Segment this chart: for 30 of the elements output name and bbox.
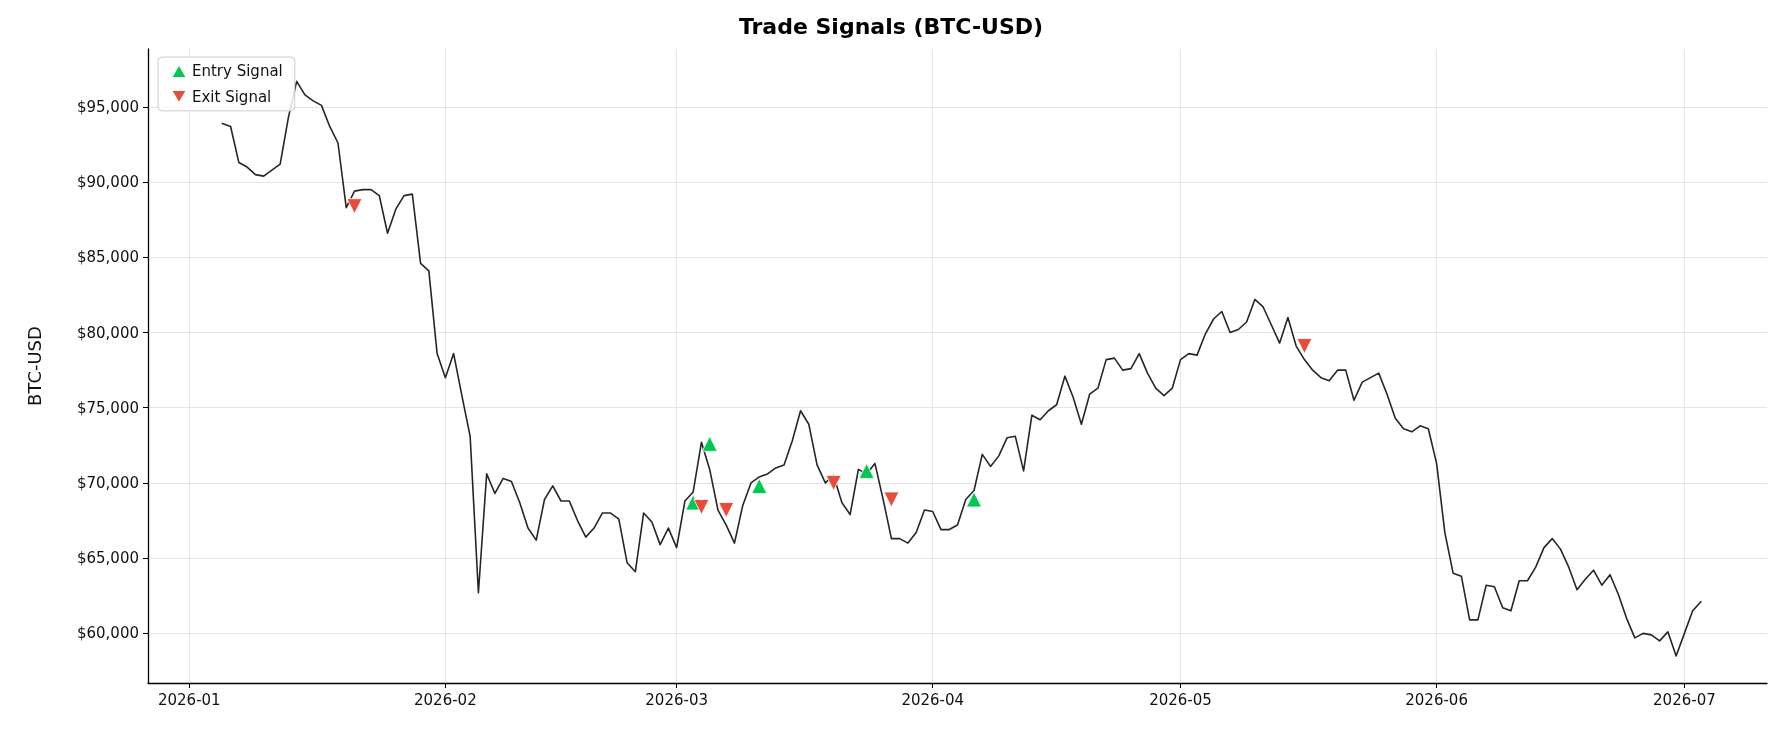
point [883,491,900,508]
y-tick-label: $80,000 [76,323,139,342]
y-tick-label: $65,000 [76,549,139,568]
y-tick-label: $95,000 [76,97,139,116]
point [751,478,768,494]
point [718,502,735,518]
legend-label: Exit Signal [192,87,272,106]
x-tick-label: 2026-06 [1405,690,1468,709]
x-tick-label: 2026-02 [414,690,477,709]
x-tick-label: 2026-01 [157,690,221,709]
x-tick-label: 2026-03 [645,690,708,709]
x-tick-label: 2026-05 [1149,690,1212,709]
point [1296,338,1313,354]
point [966,491,982,508]
y-tick-label: $60,000 [76,624,139,643]
point [825,475,842,491]
point [693,499,710,515]
x-tick-label: 2026-07 [1653,690,1716,709]
y-tick-label: $70,000 [76,473,139,492]
line-series [221,80,1702,657]
y-tick-label: $90,000 [76,173,139,192]
y-axis-title: BTC-USD [23,326,45,406]
x-tick-label: 2026-04 [901,690,965,709]
y-tick-label: $75,000 [76,398,139,417]
point [701,435,718,452]
point [346,198,363,215]
legend-label: Entry Signal [192,62,283,80]
y-tick-label: $85,000 [76,248,139,267]
point [858,463,875,479]
chart-title: Trade Signals (BTC-USD) [738,13,1044,39]
